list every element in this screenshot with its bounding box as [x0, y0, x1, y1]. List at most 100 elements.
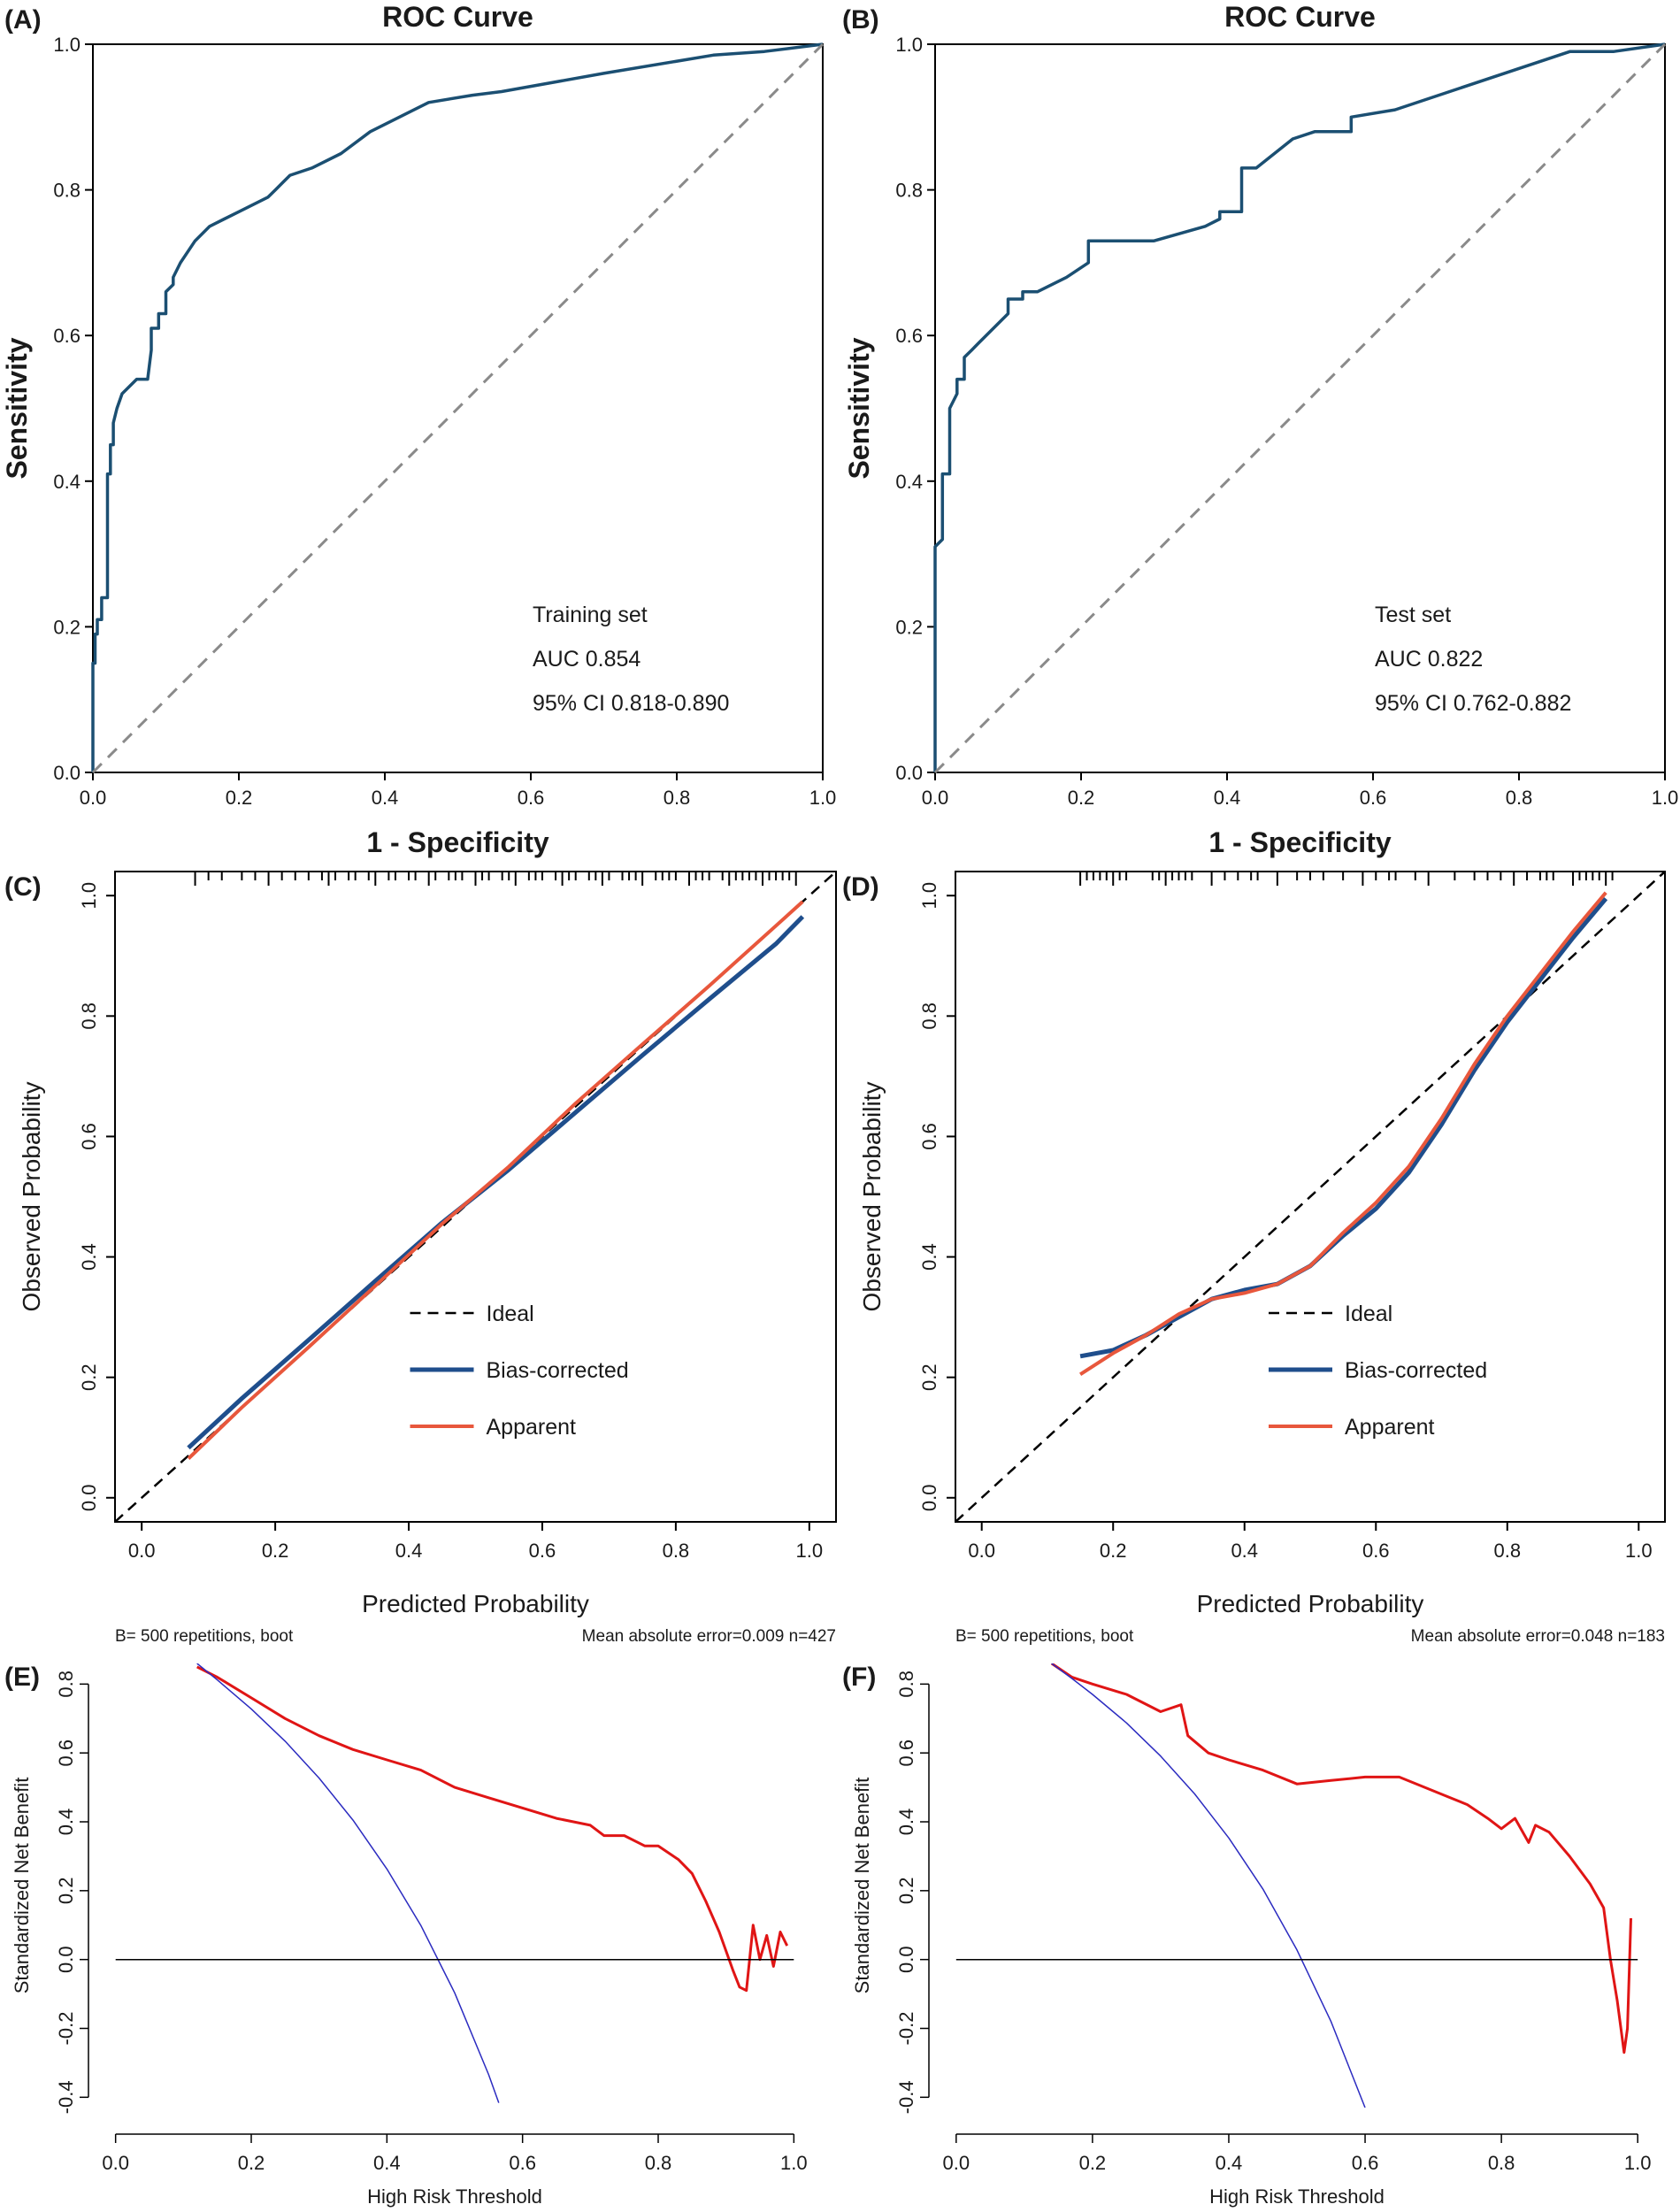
bias-corrected-line	[187, 915, 805, 1450]
y-axis-title: Standardized Net Benefit	[851, 1778, 873, 1994]
y-tick-label: 0.2	[895, 1878, 917, 1905]
annotation-1: AUC 0.854	[533, 647, 641, 672]
panel-c: (C) 0.0 0.2 0.4 0.6 0.8 1.0 0.0 0.2 0.4 0.6 0.8 1.0 P…	[4, 871, 837, 1646]
x-axis-title: 1 - Specificity	[1208, 826, 1392, 858]
y-tick-label: 0.2	[918, 1363, 940, 1391]
x-tick-label: 1.0	[809, 787, 837, 809]
x-tick-label: 0.4	[1214, 787, 1241, 809]
x-tick-label: 0.0	[102, 2152, 129, 2174]
x-tick-label: 0.6	[529, 1540, 556, 1562]
y-tick-label: 1.0	[895, 34, 923, 56]
legend-label: Bias-corrected	[1345, 1358, 1487, 1383]
y-tick-label: 0.6	[895, 325, 923, 347]
x-tick-label: 1.0	[796, 1540, 824, 1562]
panel-label: (D)	[842, 872, 879, 902]
panel-label: (A)	[4, 5, 42, 35]
y-tick-label: 0.2	[53, 616, 81, 638]
x-tick-label: 0.4	[372, 787, 399, 809]
panel-label: (B)	[842, 5, 879, 35]
y-tick-label: 1.0	[53, 34, 81, 56]
x-tick-label: 0.8	[664, 787, 691, 809]
x-tick-label: 0.2	[1068, 787, 1095, 809]
legend-label: Apparent	[1345, 1415, 1435, 1440]
panel-label: (E)	[4, 1663, 40, 1692]
chart-title: ROC Curve	[1224, 1, 1376, 33]
x-tick-label: 0.2	[238, 2152, 265, 2174]
y-tick-label: 0.4	[895, 471, 923, 493]
plot-frame	[934, 43, 1666, 773]
x-tick-label: 1.0	[1624, 2152, 1652, 2174]
y-tick-label: -0.4	[895, 2080, 917, 2114]
bias-corrected-line	[1079, 896, 1608, 1359]
x-tick-label: 0.6	[1360, 787, 1387, 809]
y-tick-label: 0.2	[78, 1363, 100, 1391]
x-tick-label: 0.0	[128, 1540, 156, 1562]
panel-f: (F) 0.0 0.2 0.4 0.6 0.8 1.0 -0.4 -0.2 0.0 0.2 0.4 0.…	[842, 1663, 1651, 2208]
y-tick-label: 0.4	[918, 1243, 940, 1271]
x-tick-label: 0.8	[645, 2152, 672, 2174]
calibration-lines	[115, 872, 836, 1522]
x-axis-title: Predicted Probability	[1197, 1590, 1424, 1617]
y-tick-label: 0.8	[53, 180, 81, 202]
error-note: Mean absolute error=0.048 n=183	[1411, 1627, 1665, 1646]
x-tick-label: 0.0	[80, 787, 107, 809]
y-tick-label: 0.0	[918, 1484, 940, 1511]
error-note: Mean absolute error=0.009 n=427	[582, 1627, 836, 1646]
x-tick-label: 0.8	[1493, 1540, 1521, 1562]
treat-all-line	[196, 1663, 500, 2103]
x-tick-label: 0.0	[943, 2152, 970, 2174]
y-tick-label: 0.0	[895, 762, 923, 784]
x-tick-label: 0.4	[373, 2152, 401, 2174]
x-axis-title: High Risk Threshold	[367, 2185, 542, 2208]
apparent-line	[187, 900, 804, 1460]
y-tick-label: 0.6	[918, 1123, 940, 1150]
apparent-line	[1079, 891, 1607, 1376]
y-tick-label: -0.2	[895, 2012, 917, 2046]
y-tick-label: 0.2	[55, 1878, 77, 1905]
reference-diagonal	[91, 42, 825, 774]
y-tick-label: 0.0	[55, 1946, 77, 1973]
y-tick-label: 0.8	[895, 1671, 917, 1698]
bootstrap-note: B= 500 repetitions, boot	[955, 1627, 1134, 1646]
x-tick-label: 1.0	[1652, 787, 1679, 809]
y-tick-label: 0.0	[895, 1946, 917, 1973]
x-axis-title: High Risk Threshold	[1209, 2185, 1385, 2208]
panel-a: (A) ROC Curve 0.0 0.2 0.4 0.6 0.8 1.0 0.0 0.2 0.4 0…	[1, 1, 836, 858]
x-tick-label: 0.2	[1079, 2152, 1107, 2174]
y-tick-label: 0.8	[895, 180, 923, 202]
y-tick-label: 0.0	[78, 1484, 100, 1511]
y-axis-title: Observed Probability	[18, 1082, 45, 1312]
x-tick-label: 0.8	[1506, 787, 1533, 809]
x-tick-label: 0.2	[1100, 1540, 1127, 1562]
y-axis-title: Standardized Net Benefit	[11, 1778, 33, 1994]
annotation-0: Training set	[533, 603, 648, 627]
x-tick-label: 0.2	[226, 787, 253, 809]
x-axis-title: Predicted Probability	[362, 1590, 589, 1617]
legend-label: Apparent	[487, 1415, 577, 1440]
x-tick-label: 0.4	[395, 1540, 423, 1562]
treat-all-line	[1051, 1663, 1366, 2108]
x-tick-label: 0.6	[1352, 2152, 1379, 2174]
y-axis-title: Sensitivity	[1, 337, 33, 479]
y-tick-label: 0.0	[53, 762, 81, 784]
annotation-1: AUC 0.822	[1375, 647, 1483, 672]
annotation-2: 95% CI 0.762-0.882	[1375, 691, 1571, 716]
y-axis-title: Sensitivity	[843, 337, 875, 479]
x-tick-label: 1.0	[1625, 1540, 1653, 1562]
x-tick-label: 0.4	[1216, 2152, 1243, 2174]
x-tick-label: 0.0	[968, 1540, 995, 1562]
y-axis-title: Observed Probability	[858, 1082, 886, 1312]
ideal-line	[955, 872, 1665, 1522]
legend-label: Ideal	[1345, 1302, 1392, 1326]
legend-label: Ideal	[487, 1302, 534, 1326]
x-tick-label: 0.0	[922, 787, 949, 809]
y-tick-label: -0.4	[55, 2080, 77, 2114]
bootstrap-note: B= 500 repetitions, boot	[115, 1627, 294, 1646]
y-tick-label: 0.4	[55, 1809, 77, 1836]
y-tick-label: -0.2	[55, 2012, 77, 2046]
panel-d: (D) 0.0 0.2 0.4 0.6 0.8 1.0 0.0 0.2 0.4 0.6 0.8 1.0 P…	[842, 871, 1666, 1646]
annotation-0: Test set	[1375, 603, 1451, 627]
y-tick-label: 0.8	[78, 1002, 100, 1030]
roc-curve	[91, 42, 824, 772]
panel-e: (E) 0.0 0.2 0.4 0.6 0.8 1.0 -0.4 -0.2 0.0 0.2 0.4 0.…	[4, 1663, 808, 2208]
